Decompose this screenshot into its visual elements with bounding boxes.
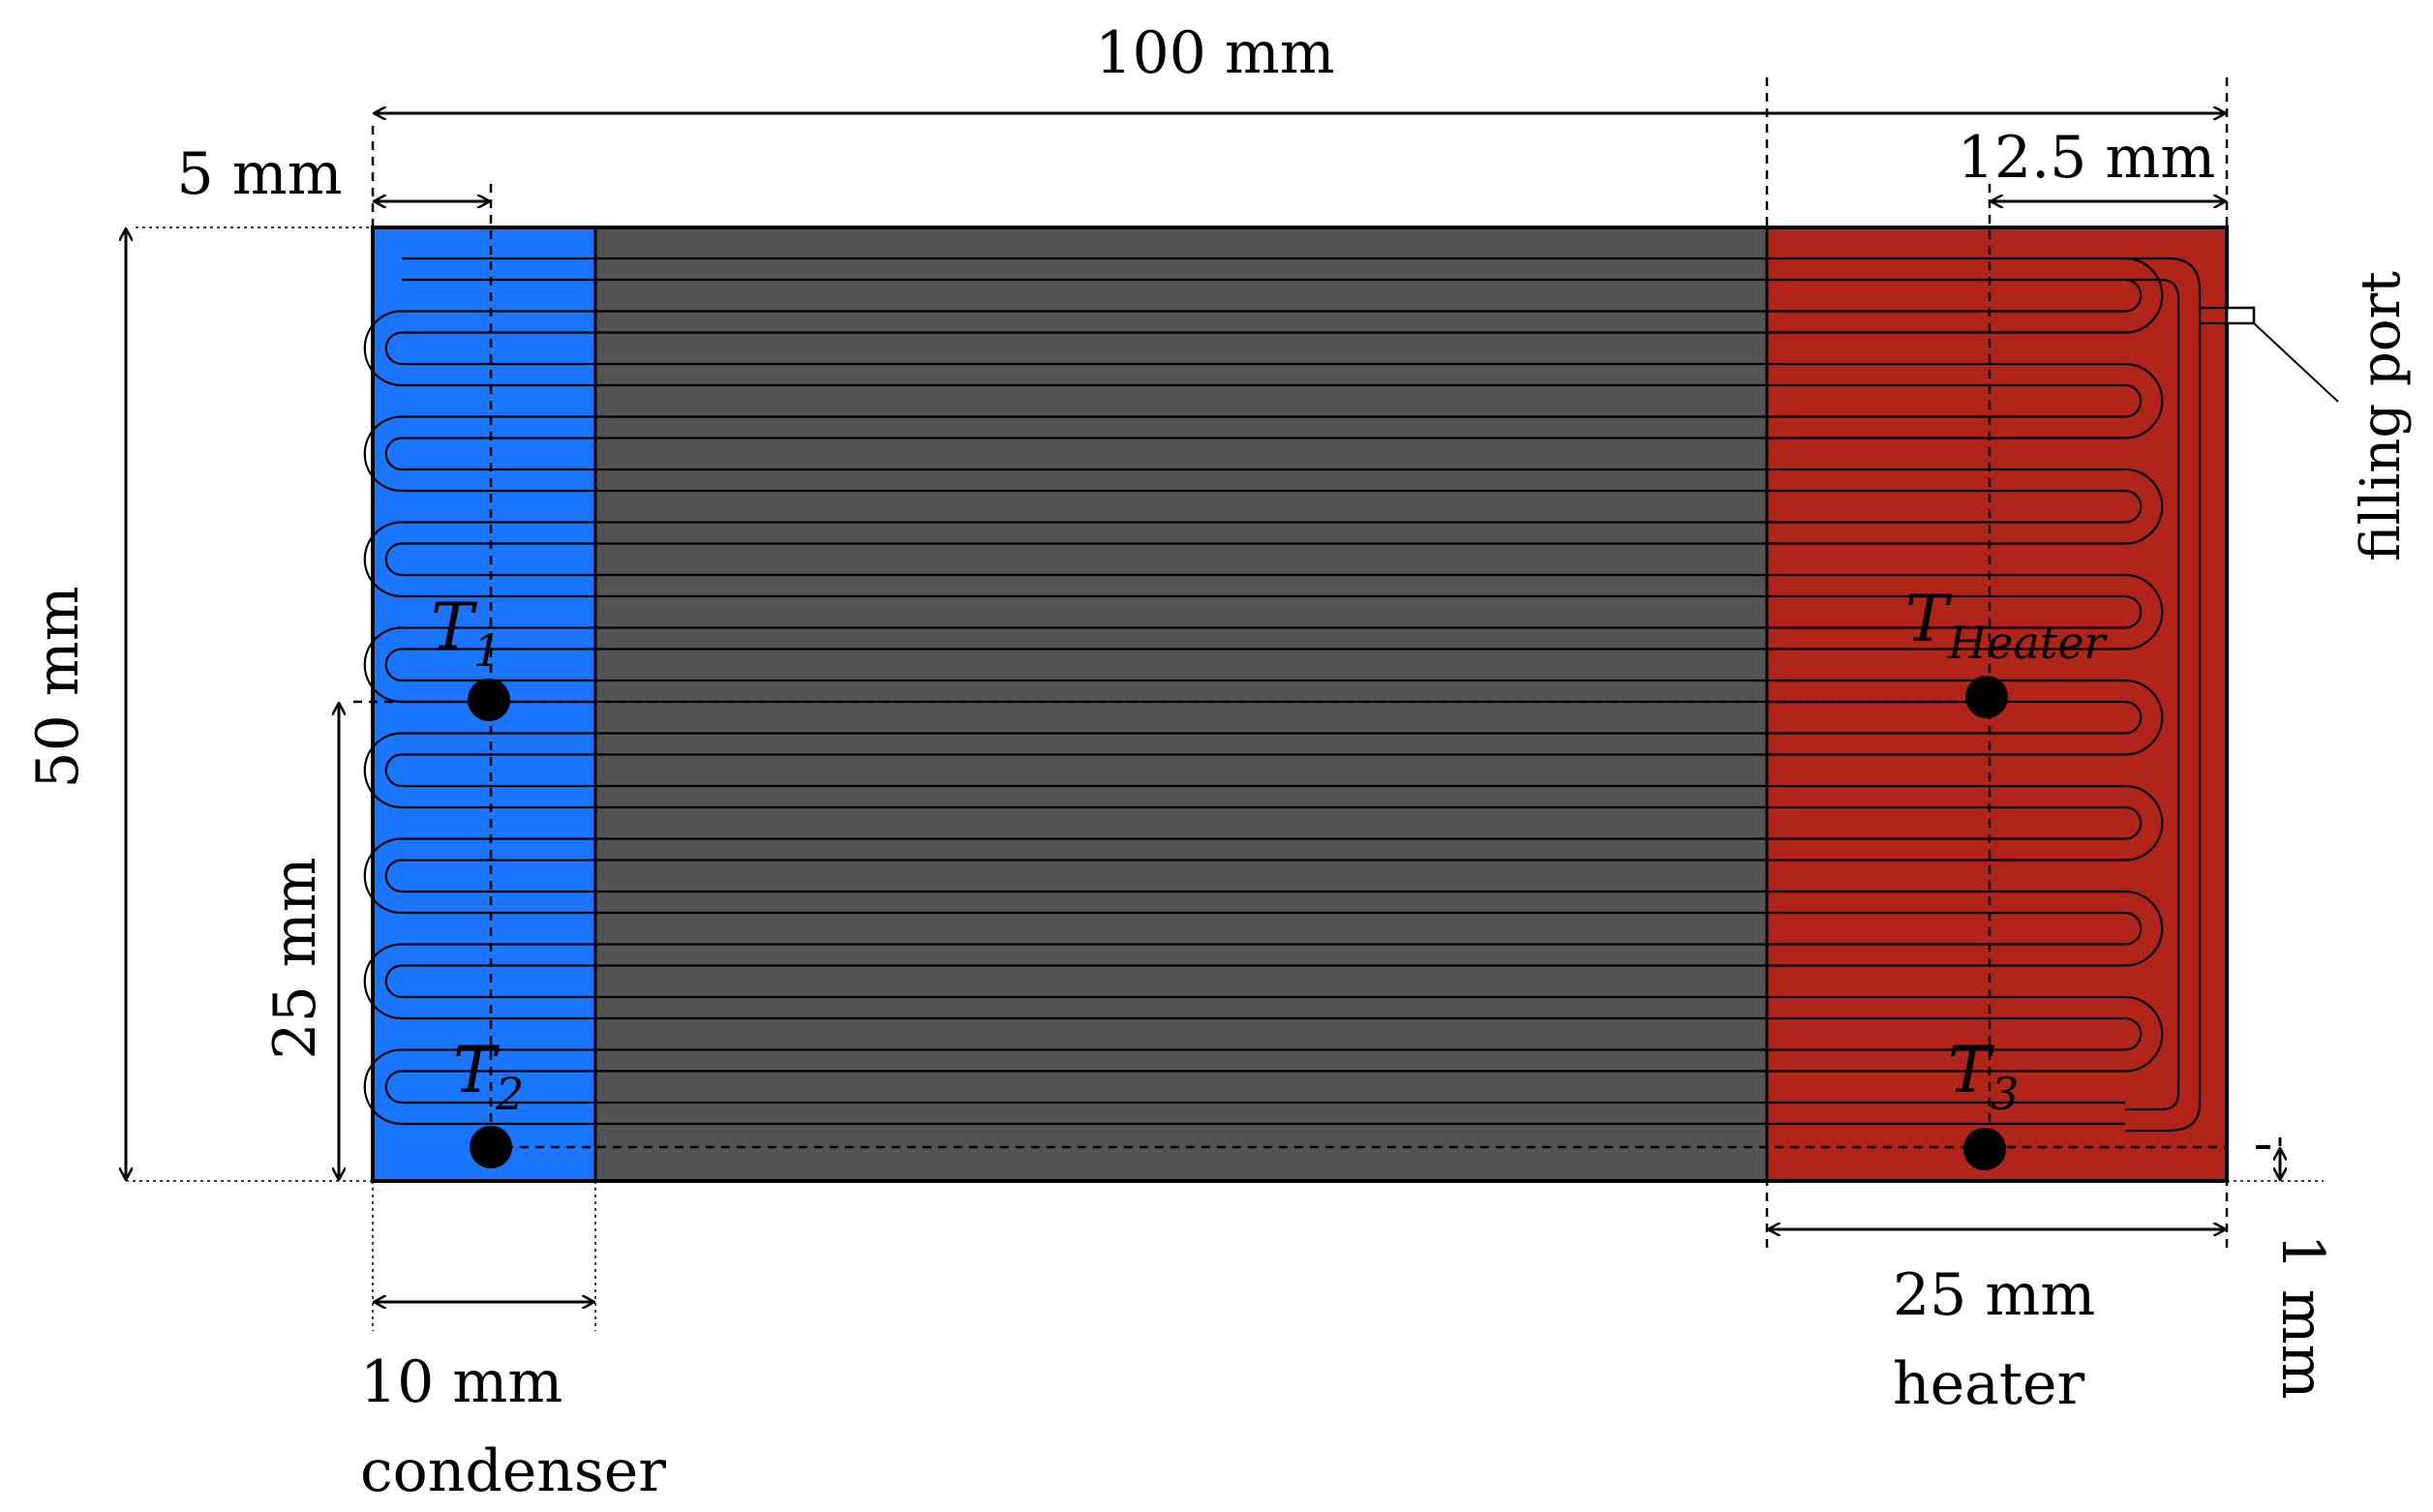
sensor-offset-right-label: 12.5 mm [1958, 124, 2215, 192]
sensor-t1-label: T1 [431, 590, 502, 677]
channel-bend [363, 732, 403, 809]
channel-bend [384, 1070, 403, 1104]
channel-bend [363, 1048, 403, 1126]
channel-bend [2124, 784, 2164, 862]
condenser-label: condenser [360, 1437, 666, 1505]
channel-bend [2124, 995, 2164, 1073]
channel-bend [2124, 1016, 2143, 1051]
filling-port [2225, 306, 2339, 403]
channel-bend [2124, 278, 2143, 313]
height-label: 50 mm [24, 586, 92, 788]
channel-port-stub [2200, 306, 2227, 325]
channel-bend [2124, 911, 2143, 946]
channel-bend [2124, 805, 2143, 840]
channel-bend [2124, 257, 2164, 334]
channel-return-inner [2125, 278, 2180, 1111]
sensor-theater-label: THeater [1905, 582, 2109, 669]
channel-bend [2124, 700, 2143, 735]
channel-bend [2124, 362, 2164, 439]
total-length-label: 100 mm [1095, 19, 1334, 87]
channel-bend [2124, 679, 2164, 756]
channel-return-outer [2125, 257, 2202, 1133]
sensor-height-label: 25 mm [261, 857, 329, 1059]
channel-bend [384, 331, 403, 366]
channel-bend [2124, 468, 2164, 545]
channel-bend [2124, 573, 2164, 650]
sensor-t3-dot [1963, 1128, 2006, 1170]
sensor-t1-dot [468, 679, 510, 721]
channel-bend [384, 753, 403, 788]
sensor-t2-label: T2 [453, 1033, 524, 1120]
channel-bend [2124, 383, 2143, 418]
channel-bend [363, 626, 403, 704]
channel-bend [363, 837, 403, 915]
channel-bend [384, 964, 403, 999]
channel-bend [363, 521, 403, 598]
wall-offset-label: 1 mm [2268, 1233, 2336, 1399]
channel-bend [2124, 594, 2143, 629]
channel-bend [363, 943, 403, 1020]
sensor-offset-left-label: 5 mm [176, 140, 342, 208]
channel-bend [384, 542, 403, 577]
heater-label: heater [1893, 1350, 2085, 1418]
channel-bend [2124, 489, 2143, 524]
channel-bend [363, 310, 403, 387]
sensor-t2-dot [470, 1126, 512, 1168]
channel-bend [384, 859, 403, 893]
channel-bend [2124, 890, 2164, 967]
condenser-length-label: 10 mm [360, 1348, 563, 1416]
serpentine-channel [363, 257, 2227, 1133]
sensor-t3-label: T3 [1948, 1033, 2019, 1120]
channel-bend [363, 415, 403, 493]
heater-length-label: 25 mm [1893, 1261, 2095, 1329]
sensor-theater-dot [1965, 676, 2008, 718]
channel-bend [384, 648, 403, 682]
channel-bend [384, 437, 403, 471]
filling-port-label: filling port [2350, 271, 2413, 561]
adiabatic-zone [595, 227, 1767, 1181]
